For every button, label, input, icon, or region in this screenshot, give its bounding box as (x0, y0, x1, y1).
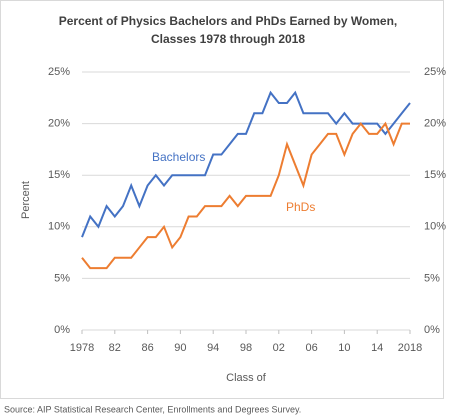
series-label: PhDs (286, 200, 315, 214)
y2-tick-label: 15% (424, 169, 446, 181)
y-tick-label: 25% (48, 66, 70, 78)
y2-tick-label: 10% (424, 221, 446, 233)
x-tick-label: 14 (371, 342, 383, 354)
x-tick-label: 02 (273, 342, 285, 354)
x-tick-label: 98 (240, 342, 252, 354)
x-tick-label: 82 (109, 342, 121, 354)
y-axis-label: Percent (20, 181, 32, 219)
x-tick-label: 1978 (70, 342, 94, 354)
y-tick-label: 20% (48, 118, 70, 130)
chart-title: Percent of Physics Bachelors and PhDs Ea… (59, 14, 398, 28)
x-tick-label: 2018 (398, 342, 422, 354)
x-tick-label: 10 (338, 342, 350, 354)
series-line (81, 121, 410, 270)
y-tick-label: 5% (54, 272, 70, 284)
x-axis-label: Class of (226, 372, 267, 384)
y-tick-label: 15% (48, 169, 70, 181)
x-tick-label: 90 (174, 342, 186, 354)
y2-tick-label: 25% (424, 66, 446, 78)
series-label: Bachelors (152, 150, 205, 164)
y-tick-label: 10% (48, 221, 70, 233)
y2-tick-label: 20% (424, 118, 446, 130)
y2-tick-label: 0% (424, 324, 440, 336)
chart-subtitle: Classes 1978 through 2018 (151, 32, 305, 46)
x-tick-label: 94 (207, 342, 219, 354)
chart-border (0, 0, 444, 399)
series-line (81, 90, 411, 238)
source-note: Source: AIP Statistical Research Center,… (4, 404, 301, 414)
y2-tick-label: 5% (424, 272, 440, 284)
x-tick-label: 06 (305, 342, 317, 354)
y-tick-label: 0% (54, 324, 70, 336)
x-tick-label: 86 (141, 342, 153, 354)
